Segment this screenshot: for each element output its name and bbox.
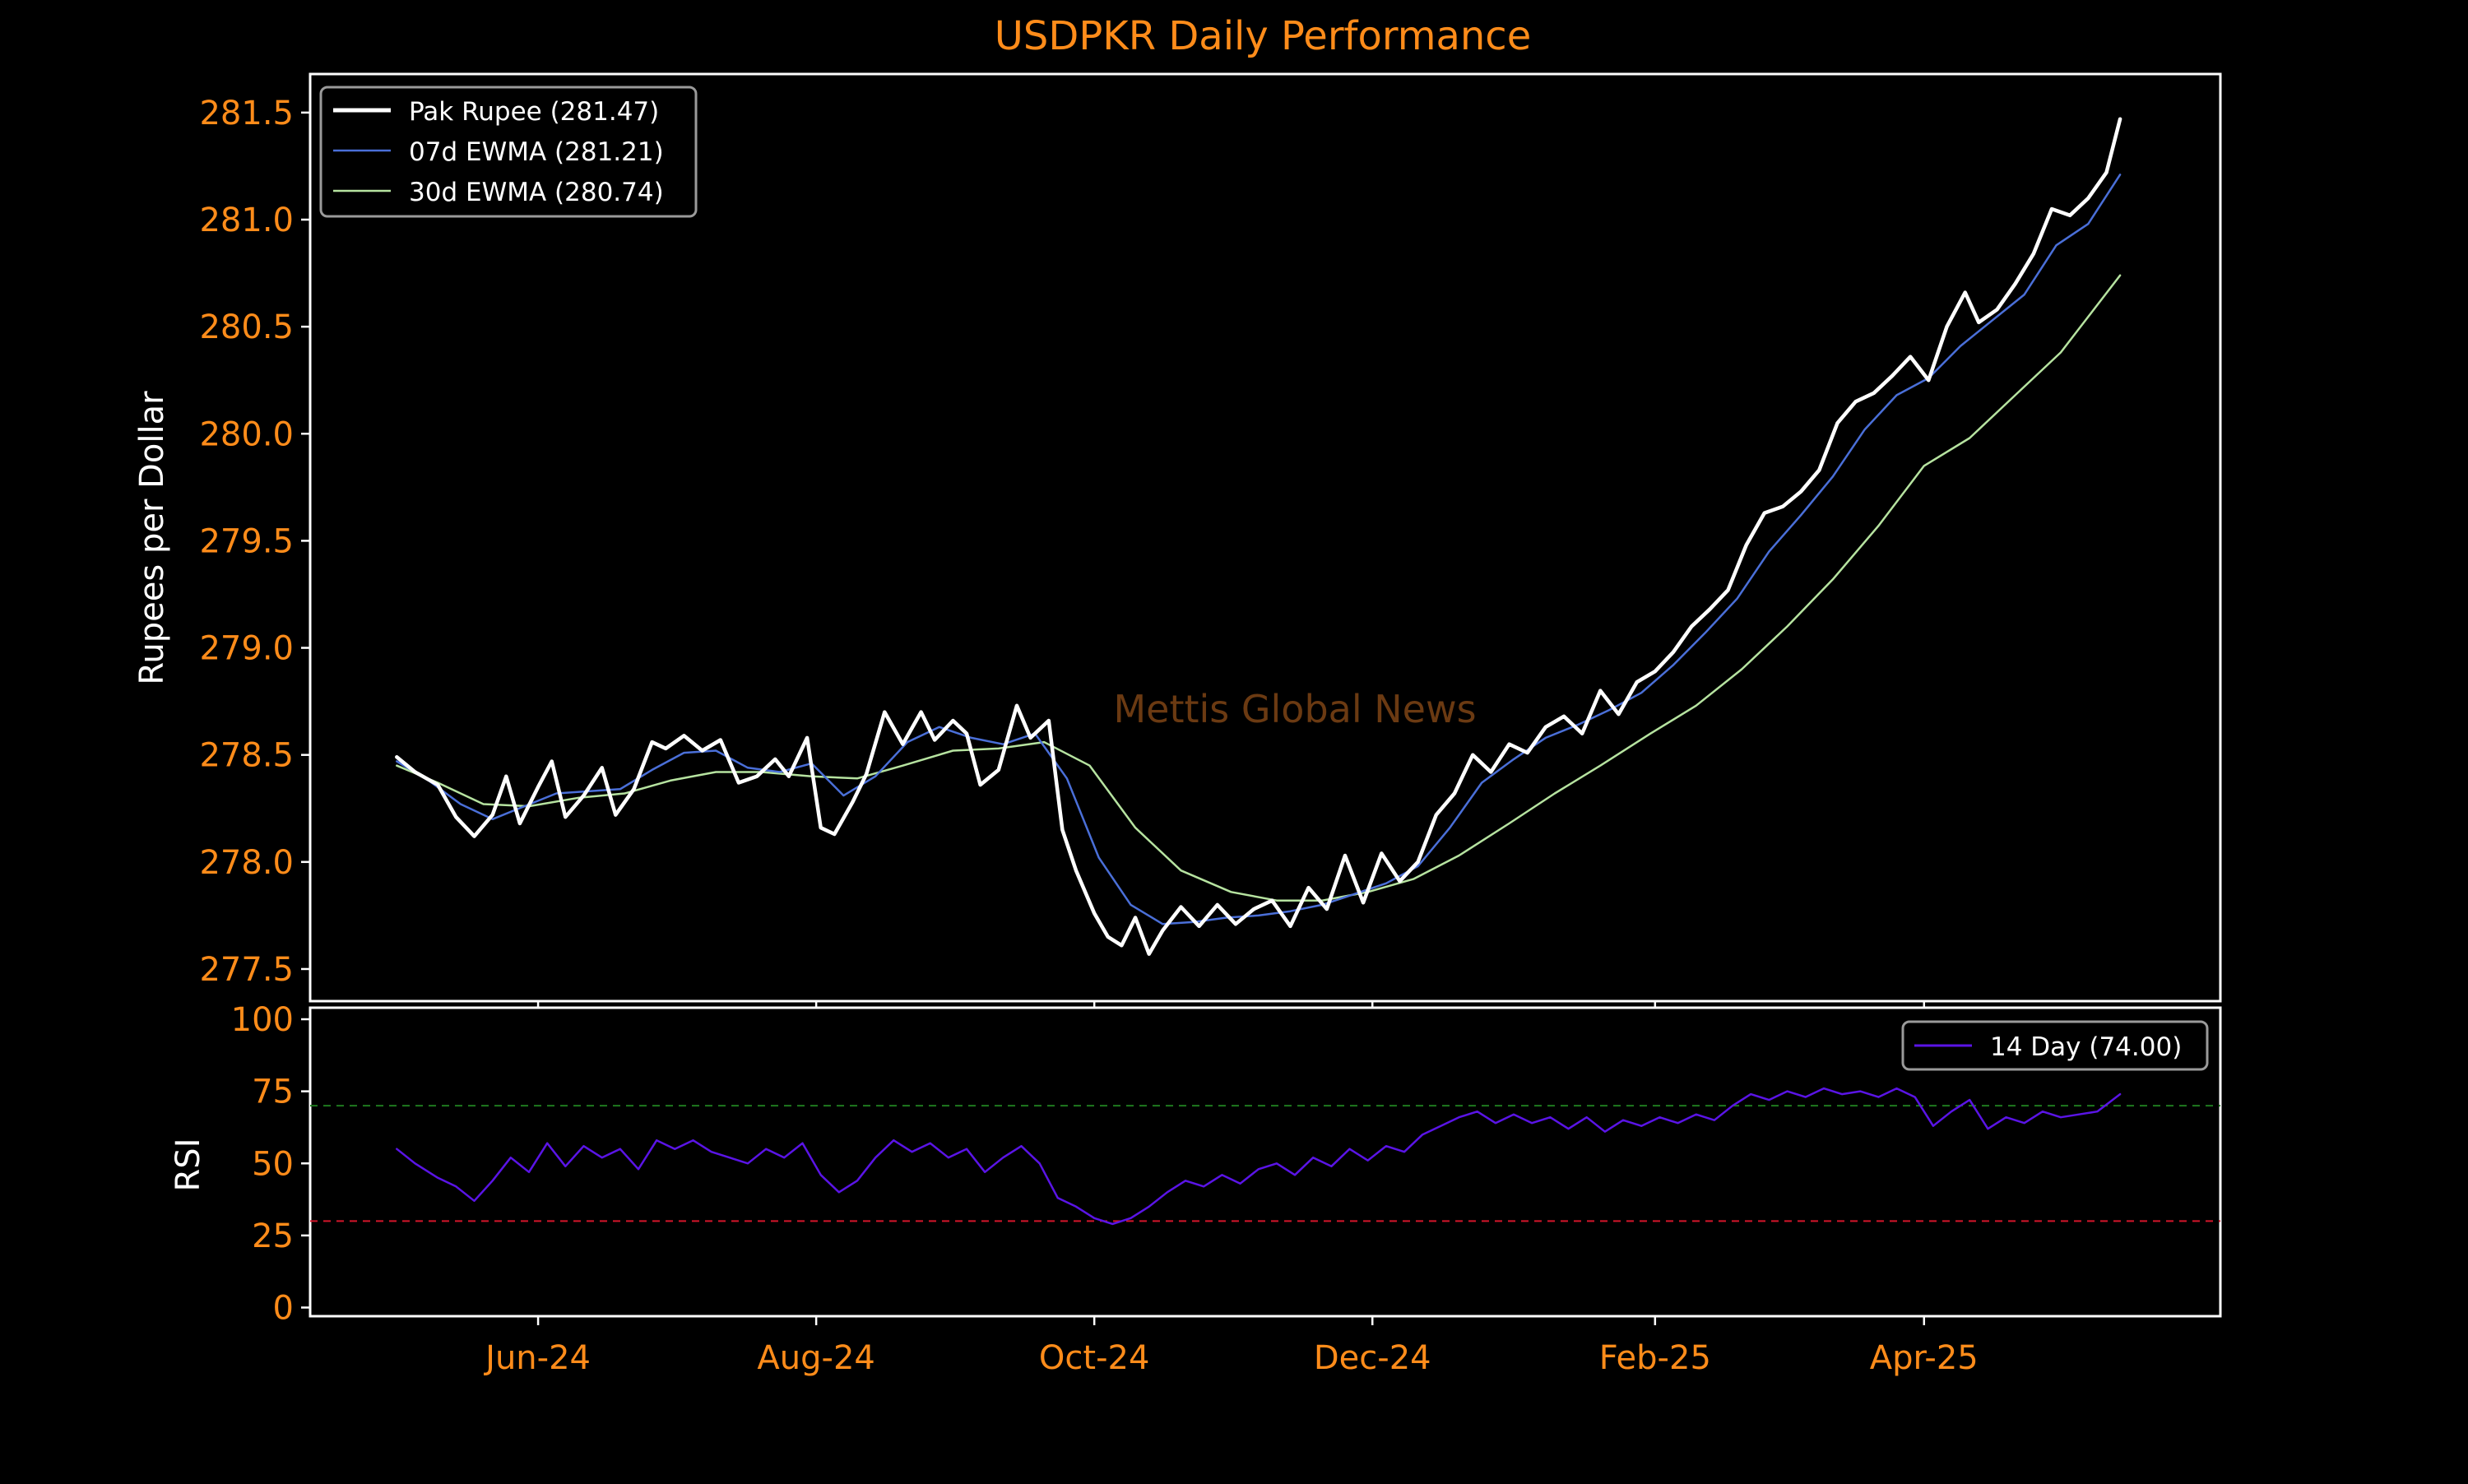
x-tick-label: Dec-24	[1314, 1339, 1431, 1377]
rsi-y-tick-label: 50	[252, 1145, 294, 1183]
price-y-tick-label: 280.0	[199, 415, 294, 453]
x-tick-label: Oct-24	[1039, 1339, 1150, 1377]
x-axis-ticks: Jun-24 Aug-24 Oct-24 Dec-24 Feb-25 Apr-25	[483, 1001, 1979, 1377]
rsi-panel: 0 25 50 75 100 RSI 14 Day (74.00)	[169, 1001, 2222, 1327]
price-y-tick-label: 279.5	[199, 522, 294, 560]
rsi-y-tick-label: 75	[252, 1074, 294, 1111]
price-series-lines	[395, 117, 2122, 956]
series-line-ewma30	[396, 274, 2122, 902]
price-plot-area	[308, 72, 2222, 1003]
x-tick-label: Aug-24	[757, 1339, 874, 1377]
price-y-tick-label: 281.5	[199, 95, 294, 132]
rsi-legend-box	[1901, 1020, 2209, 1071]
rsi-legend: 14 Day (74.00)	[1901, 1020, 2209, 1071]
rsi-y-tick-label: 0	[273, 1289, 294, 1327]
price-y-tick-label: 278.0	[199, 844, 294, 882]
price-y-axis-label: Rupees per Dollar	[133, 391, 171, 685]
price-y-tick-label: 277.5	[199, 951, 294, 989]
series-line-ewma7	[396, 174, 2122, 925]
price-y-ticks: 277.5 278.0 278.5 279.0 279.5 280.0 280.5 281.0…	[199, 95, 310, 989]
price-y-tick-label: 281.0	[199, 202, 294, 239]
price-y-tick-label: 280.5	[199, 308, 294, 346]
legend-label-ewma7: 07d EWMA (281.21)	[409, 137, 664, 167]
price-y-tick-label: 278.5	[199, 737, 294, 775]
x-tick-label: Jun-24	[483, 1339, 591, 1377]
legend-label-rsi: 14 Day (74.00)	[1990, 1032, 2182, 1062]
price-y-tick-label: 279.0	[199, 630, 294, 668]
rsi-y-tick-label: 25	[252, 1217, 294, 1255]
legend-label-ewma30: 30d EWMA (280.74)	[409, 178, 664, 207]
price-legend: Pak Rupee (281.47) 07d EWMA (281.21) 30d…	[319, 86, 698, 218]
chart-title: USDPKR Daily Performance	[995, 13, 1531, 59]
rsi-y-axis-label: RSI	[169, 1139, 207, 1192]
series-line-price	[395, 117, 2122, 956]
watermark: Mettis Global News	[1113, 687, 1476, 731]
x-tick-label: Feb-25	[1599, 1339, 1711, 1377]
legend-label-price: Pak Rupee (281.47)	[409, 97, 659, 127]
rsi-y-ticks: 0 25 50 75 100	[231, 1001, 310, 1327]
series-line-rsi	[396, 1087, 2122, 1226]
x-tick-label: Apr-25	[1870, 1339, 1979, 1377]
price-panel: Mettis Global News 277.5278.0278.5279.02…	[133, 72, 2222, 1003]
price-legend-box	[319, 86, 698, 218]
rsi-y-tick-label: 100	[231, 1001, 294, 1039]
rsi-series-lines	[396, 1087, 2122, 1226]
